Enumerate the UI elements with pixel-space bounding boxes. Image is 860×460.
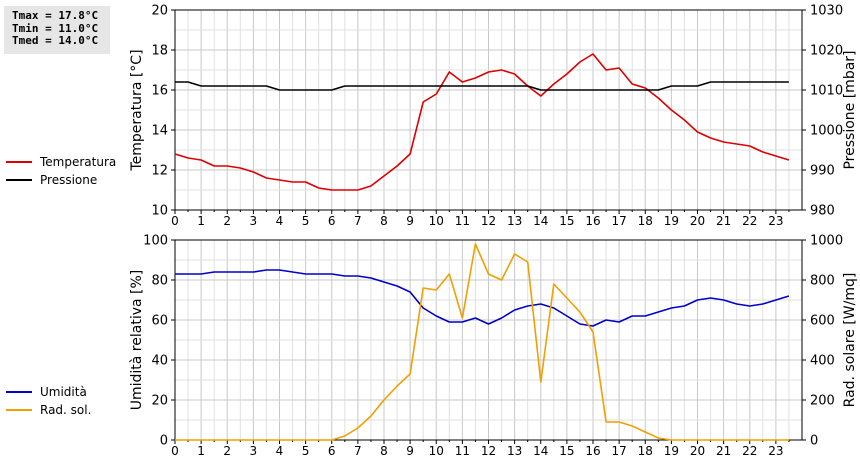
- panel1-x-tick-label: 18: [638, 214, 653, 228]
- panel1-yl-tick-label: 14: [151, 124, 168, 139]
- panel1-x-tick-label: 7: [354, 214, 362, 228]
- panel1-yr-tick-label: 1030: [810, 4, 843, 19]
- panel1-x-tick-label: 21: [716, 214, 731, 228]
- panel2-x-tick-label: 0: [171, 444, 179, 458]
- panel2-yl-tick-label: 40: [151, 354, 168, 369]
- panel2-yr-tick-label: 800: [810, 274, 835, 289]
- panel1-x-tick-label: 12: [481, 214, 496, 228]
- panel2-yl-tick-label: 100: [143, 234, 168, 249]
- legend-item-radsol: Rad. sol.: [6, 403, 91, 417]
- panel1-x-tick-label: 8: [380, 214, 388, 228]
- panel2-yr-tick-label: 600: [810, 314, 835, 329]
- tmin-text: Tmin = 11.0°C: [12, 21, 99, 35]
- panel2-x-tick-label: 14: [533, 444, 548, 458]
- panel1-x-tick-label: 20: [690, 214, 705, 228]
- legend-swatch-temperatura: [6, 161, 32, 163]
- panel2-x-tick-label: 10: [429, 444, 444, 458]
- panel2-ylabel-left: Umidità relativa [%]: [129, 270, 145, 411]
- legend-swatch-umidita: [6, 391, 32, 393]
- legend-item-umidita: Umidità: [6, 385, 87, 399]
- panel1-yr-tick-label: 1000: [810, 124, 843, 139]
- panel1-x-tick-label: 1: [197, 214, 205, 228]
- panel1-x-tick-label: 4: [276, 214, 284, 228]
- panel1-x-tick-label: 11: [455, 214, 470, 228]
- panel1-yl-tick-label: 20: [151, 4, 168, 19]
- panel1-x-tick-label: 16: [585, 214, 600, 228]
- panel1-ylabel-right: Pressione [mbar]: [842, 50, 858, 169]
- stats-box: Tmax = 17.8°C Tmin = 11.0°C Tmed = 14.0°…: [4, 6, 110, 54]
- panel1-x-tick-label: 2: [223, 214, 231, 228]
- panel2-x-tick-label: 21: [716, 444, 731, 458]
- panel2-x-tick-label: 16: [585, 444, 600, 458]
- panel2-ylabel-right: Rad. solare [W/mq]: [842, 273, 858, 408]
- legend-label-radsol: Rad. sol.: [40, 403, 92, 417]
- panel1-x-tick-label: 5: [302, 214, 310, 228]
- panel1-x-tick-label: 9: [406, 214, 414, 228]
- panel2-x-tick-label: 11: [455, 444, 470, 458]
- panel2-series-rad-sol: [175, 243, 789, 441]
- panel1-x-tick-label: 13: [507, 214, 522, 228]
- legend-swatch-radsol: [6, 409, 32, 411]
- panel1-yl-tick-label: 12: [151, 164, 168, 179]
- panel2-x-tick-label: 23: [768, 444, 783, 458]
- legend-label-umidita: Umidità: [40, 385, 87, 399]
- panel2-yr-tick-label: 400: [810, 354, 835, 369]
- panel1-series-pressione: [175, 81, 789, 91]
- panel2-x-tick-label: 9: [406, 444, 414, 458]
- panel1-x-tick-label: 19: [664, 214, 679, 228]
- panel2-x-tick-label: 7: [354, 444, 362, 458]
- panel2-x-tick-label: 4: [276, 444, 284, 458]
- panel2-yl-tick-label: 80: [151, 274, 168, 289]
- panel1-ylabel-left: Temperatura [°C]: [129, 49, 145, 171]
- panel1-yr-tick-label: 1020: [810, 44, 843, 59]
- panel1-x-tick-label: 6: [328, 214, 336, 228]
- panel1-x-tick-label: 22: [742, 214, 757, 228]
- panel2-yr-tick-label: 200: [810, 394, 835, 409]
- tmed-text: Tmed = 14.0°C: [12, 34, 99, 47]
- legend-label-temperatura: Temperatura: [40, 155, 117, 169]
- panel1-x-tick-label: 14: [533, 214, 548, 228]
- legend-label-pressione: Pressione: [40, 173, 98, 187]
- panel1-yl-tick-label: 18: [151, 44, 168, 59]
- panel1-yl-tick-label: 16: [151, 84, 168, 99]
- panel2-x-tick-label: 17: [611, 444, 626, 458]
- panel1-x-tick-label: 3: [250, 214, 258, 228]
- panel1-x-tick-label: 23: [768, 214, 783, 228]
- legend-swatch-pressione: [6, 179, 32, 181]
- legend-item-temperatura: Temperatura: [6, 155, 116, 169]
- legend-item-pressione: Pressione: [6, 173, 97, 187]
- panel2-series-umidit: [175, 269, 790, 327]
- panel2-yl-tick-label: 20: [151, 394, 168, 409]
- panel2-x-tick-label: 22: [742, 444, 757, 458]
- panel1-series-temperatura: [174, 53, 790, 191]
- panel2-x-tick-label: 15: [559, 444, 574, 458]
- panel1-yr-tick-label: 1010: [810, 84, 843, 99]
- panel1-x-tick-label: 0: [171, 214, 179, 228]
- tmax-text: Tmax = 17.8°C: [12, 9, 99, 22]
- panel2-x-tick-label: 6: [328, 444, 336, 458]
- panel1-yr-tick-label: 990: [810, 164, 835, 179]
- panel2-x-tick-label: 8: [380, 444, 388, 458]
- panel2-x-tick-label: 18: [638, 444, 653, 458]
- panel2-x-tick-label: 5: [302, 444, 310, 458]
- panel1-yr-tick-label: 980: [810, 204, 835, 219]
- panel2-yl-tick-label: 0: [160, 434, 168, 449]
- panel2-x-tick-label: 1: [197, 444, 205, 458]
- panel2-x-tick-label: 20: [690, 444, 705, 458]
- panel1-x-tick-label: 15: [559, 214, 574, 228]
- panel1-x-tick-label: 10: [429, 214, 444, 228]
- panel2-x-tick-label: 19: [664, 444, 679, 458]
- panel1-x-tick-label: 17: [611, 214, 626, 228]
- panel2-x-tick-label: 3: [250, 444, 258, 458]
- panel2-yr-tick-label: 1000: [810, 234, 843, 249]
- panel2-yl-tick-label: 60: [151, 314, 168, 329]
- panel1-yl-tick-label: 10: [151, 204, 168, 219]
- panel2-x-tick-label: 13: [507, 444, 522, 458]
- panel2-x-tick-label: 2: [223, 444, 231, 458]
- panel2-yr-tick-label: 0: [810, 434, 818, 449]
- panel2-x-tick-label: 12: [481, 444, 496, 458]
